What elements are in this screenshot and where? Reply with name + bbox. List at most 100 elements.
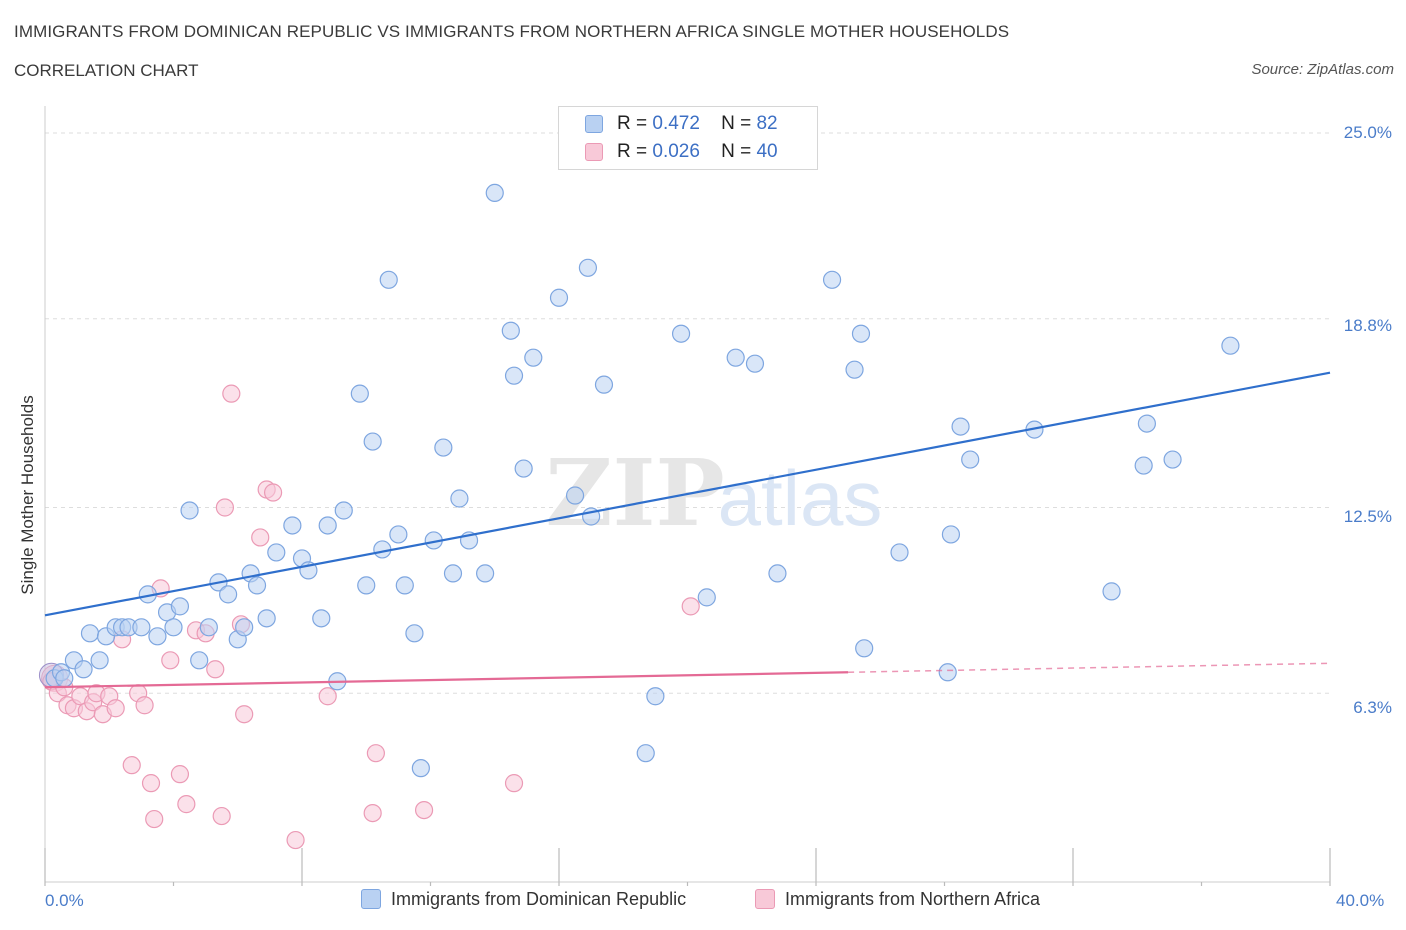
data-point — [961, 450, 980, 469]
watermark: ZIP atlas — [545, 439, 882, 547]
legend-n-label: N = — [721, 141, 752, 162]
bottom-legend-dominican: Immigrants from Dominican Republic — [361, 889, 686, 910]
data-point — [745, 354, 765, 373]
legend-r-label: R = — [617, 113, 648, 134]
data-point — [524, 348, 543, 367]
x-tick-max: 40.0% — [1336, 891, 1385, 910]
data-point — [106, 699, 125, 718]
axes — [44, 106, 1331, 886]
data-point — [263, 483, 283, 502]
data-point — [485, 183, 504, 203]
trend-line-northern-africa — [44, 671, 849, 689]
trend-line-dominican — [44, 371, 1331, 617]
data-point — [951, 417, 970, 436]
data-point — [357, 576, 376, 595]
data-point — [190, 651, 209, 670]
data-point — [74, 660, 93, 679]
data-point — [389, 525, 408, 544]
trend-line-northern-africa-extension — [848, 662, 1331, 674]
legend-r-value: 0.026 — [652, 141, 700, 162]
data-point — [697, 588, 716, 607]
data-point — [251, 528, 270, 547]
data-point — [199, 618, 218, 637]
data-point — [363, 803, 382, 823]
legend-r-value: 0.472 — [652, 113, 700, 134]
source-label: Source: ZipAtlas.com — [1251, 61, 1394, 78]
data-point — [257, 609, 276, 628]
data-point — [405, 624, 424, 643]
data-point — [851, 324, 871, 343]
data-point — [55, 669, 74, 688]
bottom-legend-swatch-pink — [755, 889, 775, 909]
data-point — [286, 830, 305, 850]
data-point — [177, 795, 196, 814]
data-point — [845, 360, 864, 379]
x-tick-min: 0.0% — [45, 891, 84, 910]
legend-swatch-pink — [585, 143, 603, 161]
data-point — [504, 774, 524, 793]
watermark-atlas: atlas — [718, 454, 883, 542]
data-point — [768, 564, 787, 583]
data-point — [80, 624, 100, 643]
data-point — [565, 486, 585, 505]
data-point — [434, 438, 453, 457]
data-point — [219, 585, 238, 604]
bottom-legend-label: Immigrants from Northern Africa — [785, 889, 1041, 909]
data-point — [501, 321, 520, 340]
y-axis-label: Single Mother Households — [18, 395, 37, 595]
data-point — [636, 744, 655, 763]
data-point — [90, 651, 109, 670]
data-point — [135, 696, 154, 715]
data-point — [334, 501, 353, 520]
data-point — [1163, 450, 1182, 469]
data-point — [247, 576, 267, 595]
legend-n-value: 82 — [756, 113, 778, 134]
data-point — [395, 576, 414, 595]
bottom-legend-label: Immigrants from Dominican Republic — [391, 889, 687, 909]
data-point — [180, 501, 199, 520]
data-point — [1221, 336, 1240, 355]
data-point — [235, 618, 254, 637]
data-point — [450, 489, 469, 508]
data-point — [594, 375, 614, 394]
data-point — [855, 639, 874, 658]
data-point — [318, 516, 337, 535]
data-point — [145, 809, 164, 829]
data-point — [1134, 456, 1153, 475]
bottom-legend-northern-africa: Immigrants from Northern Africa — [755, 889, 1040, 910]
data-point — [366, 744, 385, 763]
data-point — [414, 800, 434, 820]
data-point — [212, 806, 231, 826]
data-point — [646, 687, 665, 706]
data-point — [504, 366, 524, 385]
data-point — [1102, 582, 1121, 601]
data-point — [578, 258, 598, 277]
data-point — [170, 597, 190, 616]
trend-lines — [44, 371, 1331, 689]
data-point — [267, 543, 286, 562]
data-point — [1137, 414, 1156, 433]
data-point — [350, 384, 369, 403]
data-point — [206, 660, 225, 679]
data-point — [514, 459, 533, 478]
data-point — [161, 651, 180, 670]
legend-swatch-blue — [585, 115, 603, 133]
data-point — [132, 618, 151, 637]
data-point — [363, 432, 382, 451]
data-point — [476, 564, 495, 583]
data-point — [938, 663, 957, 682]
y-tick-label: 6.3% — [1353, 698, 1392, 717]
y-tick-label: 12.5% — [1343, 507, 1392, 526]
chart-title: IMMIGRANTS FROM DOMINICAN REPUBLIC VS IM… — [14, 22, 1010, 41]
data-point — [148, 627, 167, 646]
data-point — [443, 564, 463, 583]
legend-n-value: 40 — [756, 141, 778, 162]
data-point — [170, 765, 190, 784]
correlation-legend: R = 0.472 N = 82 R = 0.026 N = 40 — [558, 106, 818, 170]
data-point — [164, 618, 183, 637]
data-point — [122, 756, 141, 775]
data-point — [822, 270, 842, 289]
data-point — [549, 288, 569, 307]
y-tick-label: 18.8% — [1343, 316, 1392, 335]
